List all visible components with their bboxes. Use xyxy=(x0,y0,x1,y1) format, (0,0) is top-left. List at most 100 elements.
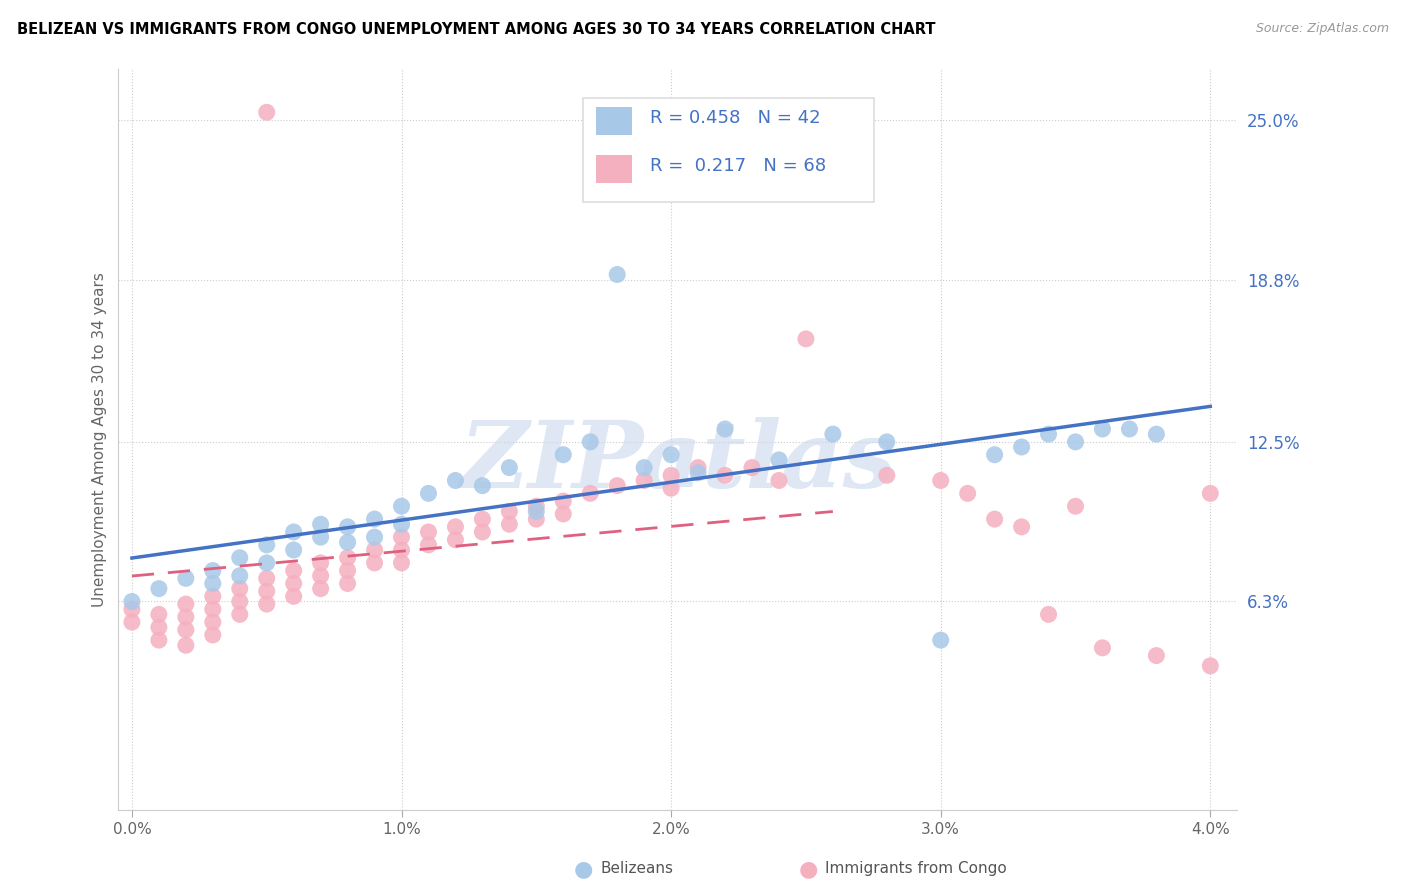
Point xyxy=(148,620,170,634)
Point xyxy=(686,460,709,475)
Point xyxy=(929,474,952,488)
Point xyxy=(1011,440,1033,454)
Point xyxy=(148,582,170,596)
Point xyxy=(148,633,170,648)
Point xyxy=(1199,486,1222,500)
Point xyxy=(283,524,305,539)
Point xyxy=(256,105,278,120)
Point xyxy=(201,628,224,642)
Point xyxy=(929,633,952,648)
Point xyxy=(714,422,737,436)
Point xyxy=(1144,427,1167,442)
Point xyxy=(363,512,385,526)
Point xyxy=(444,520,467,534)
Point xyxy=(283,590,305,604)
Point xyxy=(391,543,413,558)
Point xyxy=(174,610,197,624)
Point xyxy=(229,550,252,565)
Point xyxy=(579,486,602,500)
Point xyxy=(498,504,520,518)
Point xyxy=(633,460,655,475)
Point xyxy=(524,512,547,526)
Point xyxy=(579,434,602,449)
Point xyxy=(336,550,359,565)
Point xyxy=(363,556,385,570)
Point xyxy=(768,474,790,488)
Point xyxy=(363,543,385,558)
Point xyxy=(794,332,817,346)
Point xyxy=(444,474,467,488)
Point xyxy=(524,504,547,518)
Point xyxy=(309,530,332,544)
Point xyxy=(1038,607,1060,622)
Point xyxy=(498,517,520,532)
Point xyxy=(956,486,979,500)
Point xyxy=(498,460,520,475)
Point xyxy=(606,478,628,492)
Point xyxy=(633,474,655,488)
Point xyxy=(309,568,332,582)
Text: BELIZEAN VS IMMIGRANTS FROM CONGO UNEMPLOYMENT AMONG AGES 30 TO 34 YEARS CORRELA: BELIZEAN VS IMMIGRANTS FROM CONGO UNEMPL… xyxy=(17,22,935,37)
Point xyxy=(121,602,143,616)
Text: Belizeans: Belizeans xyxy=(600,862,673,876)
Point xyxy=(714,468,737,483)
Point xyxy=(471,512,494,526)
Point xyxy=(336,520,359,534)
Point xyxy=(201,590,224,604)
Point xyxy=(256,584,278,599)
Point xyxy=(1038,427,1060,442)
Point xyxy=(174,597,197,611)
Point xyxy=(391,517,413,532)
Point xyxy=(256,538,278,552)
Text: R = 0.458   N = 42: R = 0.458 N = 42 xyxy=(650,109,821,128)
Point xyxy=(1064,434,1087,449)
FancyBboxPatch shape xyxy=(596,107,631,136)
Point xyxy=(686,466,709,480)
Y-axis label: Unemployment Among Ages 30 to 34 years: Unemployment Among Ages 30 to 34 years xyxy=(93,272,107,607)
Point xyxy=(659,468,682,483)
Point xyxy=(983,512,1005,526)
Point xyxy=(418,524,440,539)
Point xyxy=(229,582,252,596)
FancyBboxPatch shape xyxy=(582,98,873,202)
Point xyxy=(309,556,332,570)
Point xyxy=(418,486,440,500)
Point xyxy=(201,602,224,616)
Point xyxy=(1011,520,1033,534)
Point xyxy=(1091,422,1114,436)
Point xyxy=(391,556,413,570)
Point xyxy=(741,460,763,475)
Point xyxy=(148,607,170,622)
Point xyxy=(363,530,385,544)
Point xyxy=(256,597,278,611)
Point xyxy=(524,500,547,514)
Point xyxy=(1064,500,1087,514)
FancyBboxPatch shape xyxy=(596,155,631,184)
Point xyxy=(1118,422,1140,436)
Text: ZIPatlas: ZIPatlas xyxy=(460,417,897,507)
Point xyxy=(391,530,413,544)
Point xyxy=(821,427,844,442)
Text: Source: ZipAtlas.com: Source: ZipAtlas.com xyxy=(1256,22,1389,36)
Point xyxy=(201,576,224,591)
Point xyxy=(336,564,359,578)
Point xyxy=(418,538,440,552)
Point xyxy=(553,507,575,521)
Point xyxy=(201,615,224,629)
Point xyxy=(606,268,628,282)
Point xyxy=(336,576,359,591)
Point xyxy=(768,453,790,467)
Point xyxy=(1144,648,1167,663)
Point xyxy=(121,615,143,629)
Point xyxy=(336,535,359,549)
Point xyxy=(201,564,224,578)
Point xyxy=(174,623,197,637)
Point xyxy=(283,543,305,558)
Point xyxy=(174,638,197,652)
Point xyxy=(471,478,494,492)
Point xyxy=(876,468,898,483)
Point xyxy=(283,564,305,578)
Point xyxy=(821,113,844,128)
Point xyxy=(174,571,197,585)
Text: ●: ● xyxy=(799,859,818,879)
